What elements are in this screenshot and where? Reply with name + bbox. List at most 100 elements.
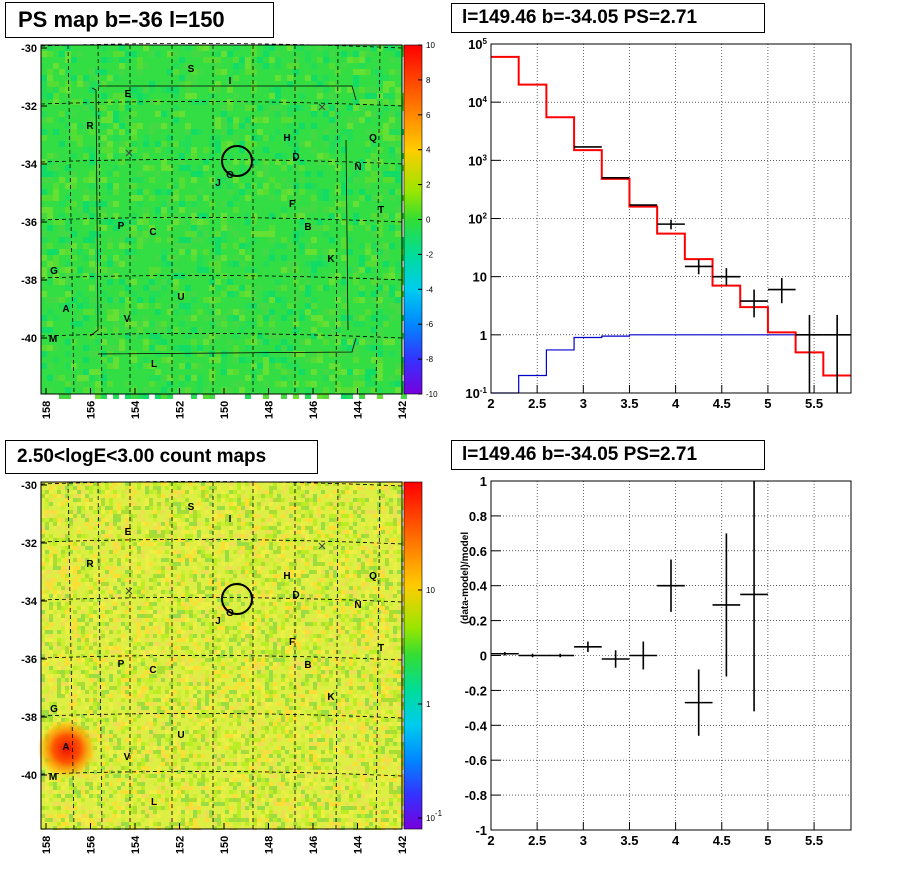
count-map-source-markers: [125, 542, 326, 595]
y-tick-label: -36: [21, 654, 37, 666]
y-tick-label: -0.6: [465, 753, 487, 768]
colorbar-tick-label: -2: [426, 250, 434, 259]
colorbar-tick-label: -10: [426, 390, 438, 399]
residual-axis-ticks: 2 2.5 3 3.5 4 4.5 5 5.5 1 0.8 0.6 0.4 0.2 0 -0.2 -0.4 -0…: [465, 474, 824, 848]
x-tick-label: 148: [264, 401, 276, 419]
x-tick-label: 2: [487, 396, 494, 411]
residual-points: [491, 481, 768, 736]
y-tick-label: -40: [21, 333, 37, 345]
source-label-M: M: [49, 772, 57, 783]
source-label-N: N: [354, 600, 361, 611]
x-tick-label: 4: [672, 833, 680, 848]
y-tick-label: 105: [468, 37, 487, 52]
x-tick-label: 4.5: [713, 396, 731, 411]
colorbar-tick-label: 6: [426, 111, 431, 120]
source-label-A: A: [62, 304, 69, 315]
y-tick-label: 1: [480, 328, 487, 343]
y-tick-label: -36: [21, 217, 37, 229]
y-tick-label: -30: [21, 43, 37, 55]
y-tick-label: -32: [21, 101, 37, 113]
colorbar-tick-label: 2: [426, 181, 431, 190]
x-tick-label: 142: [397, 836, 409, 854]
spectrum-title: l=149.46 b=-34.05 PS=2.71: [451, 3, 765, 33]
y-tick-label: -0.4: [465, 718, 488, 733]
ps-map-source-markers: [125, 103, 326, 157]
x-tick-label: 150: [219, 836, 231, 854]
y-tick-label: -0.8: [465, 788, 487, 803]
colorbar-tick-label: 10-1: [426, 809, 443, 823]
colorbar-tick-label: -4: [426, 285, 434, 294]
x-tick-label: 154: [130, 835, 142, 854]
source-label-I: I: [229, 514, 232, 525]
y-tick-label: 104: [468, 95, 487, 110]
x-tick-label: 3: [580, 833, 587, 848]
colorbar-tick-label: 1: [426, 700, 431, 709]
x-tick-label: 142: [397, 401, 409, 419]
y-tick-label: -32: [21, 538, 37, 550]
colorbar-tick-label: -6: [426, 320, 434, 329]
source-label-L: L: [151, 797, 157, 808]
residual-y-axis-label: (data-model)/model: [460, 532, 471, 624]
x-tick-label: 144: [353, 835, 365, 854]
count-map-grid: [40, 481, 403, 830]
y-tick-label: 0.6: [469, 544, 487, 559]
spectrum-series: [491, 55, 851, 394]
colorbar-tick-label: -8: [426, 355, 434, 364]
y-tick-label: 103: [468, 153, 487, 168]
x-tick-label: 3.5: [620, 833, 638, 848]
x-tick-label: 4: [672, 396, 680, 411]
y-tick-label: 102: [468, 212, 487, 227]
count-map-colorbar-ticks: 10 1 10-1: [418, 586, 443, 823]
y-tick-label: -38: [21, 712, 37, 724]
x-tick-label: 156: [86, 836, 98, 854]
x-tick-label: 152: [175, 836, 187, 854]
source-label-H: H: [283, 571, 290, 582]
ps-map-region-outline: [89, 85, 357, 355]
x-tick-label: 5: [764, 396, 771, 411]
count-map-y-ticks: -30 -32 -34 -36 -38 -40: [21, 480, 47, 782]
source-label-U: U: [177, 730, 184, 741]
source-label-A: A: [62, 742, 69, 753]
ps-map-title: PS map b=-36 l=150: [5, 2, 274, 38]
y-tick-label: 1: [480, 474, 487, 489]
x-tick-label: 5: [764, 833, 771, 848]
colorbar-tick-label: 0: [426, 216, 431, 225]
ps-map-frame: [40, 44, 403, 395]
model-line: [491, 55, 851, 377]
source-label-O: O: [226, 170, 234, 181]
source-label-V: V: [124, 752, 131, 763]
count-map-title: 2.50<logE<3.00 count maps: [5, 440, 318, 474]
y-tick-label: -30: [21, 480, 37, 492]
x-tick-label: 148: [264, 836, 276, 854]
source-label-L: L: [151, 359, 157, 370]
source-label-C: C: [149, 227, 156, 238]
y-tick-label: 0.2: [469, 614, 487, 629]
ps-map-source-circle: [221, 145, 253, 177]
x-tick-label: 2.5: [528, 833, 546, 848]
x-tick-label: 146: [308, 836, 320, 854]
x-tick-label: 2.5: [528, 396, 546, 411]
y-tick-label: -40: [21, 770, 37, 782]
source-label-Q: Q: [369, 571, 377, 582]
colorbar-tick-label: 10: [426, 586, 435, 595]
source-label-I: I: [229, 76, 232, 87]
x-tick-label: 3.5: [620, 396, 638, 411]
source-label-S: S: [188, 64, 195, 75]
background-model-line: [491, 334, 851, 394]
ps-map-source-labels: S I E R H Q D N JO F T P C B G K U A V M L: [49, 64, 384, 370]
ps-map-colorbar-ticks: 10 8 6 4 2 0 -2 -4 -6 -8 -10: [418, 41, 438, 399]
x-tick-label: 5.5: [805, 396, 823, 411]
y-tick-label: 0: [480, 649, 487, 664]
source-label-V: V: [124, 314, 131, 325]
source-label-J: J: [215, 616, 221, 627]
source-label-F: F: [289, 637, 295, 648]
count-map-source-circle: [221, 583, 253, 615]
source-label-T: T: [378, 643, 384, 654]
y-tick-label: -38: [21, 275, 37, 287]
ps-map-texture: [41, 45, 407, 399]
x-tick-label: 3: [580, 396, 587, 411]
source-label-G: G: [50, 266, 58, 277]
x-tick-label: 154: [130, 400, 142, 419]
